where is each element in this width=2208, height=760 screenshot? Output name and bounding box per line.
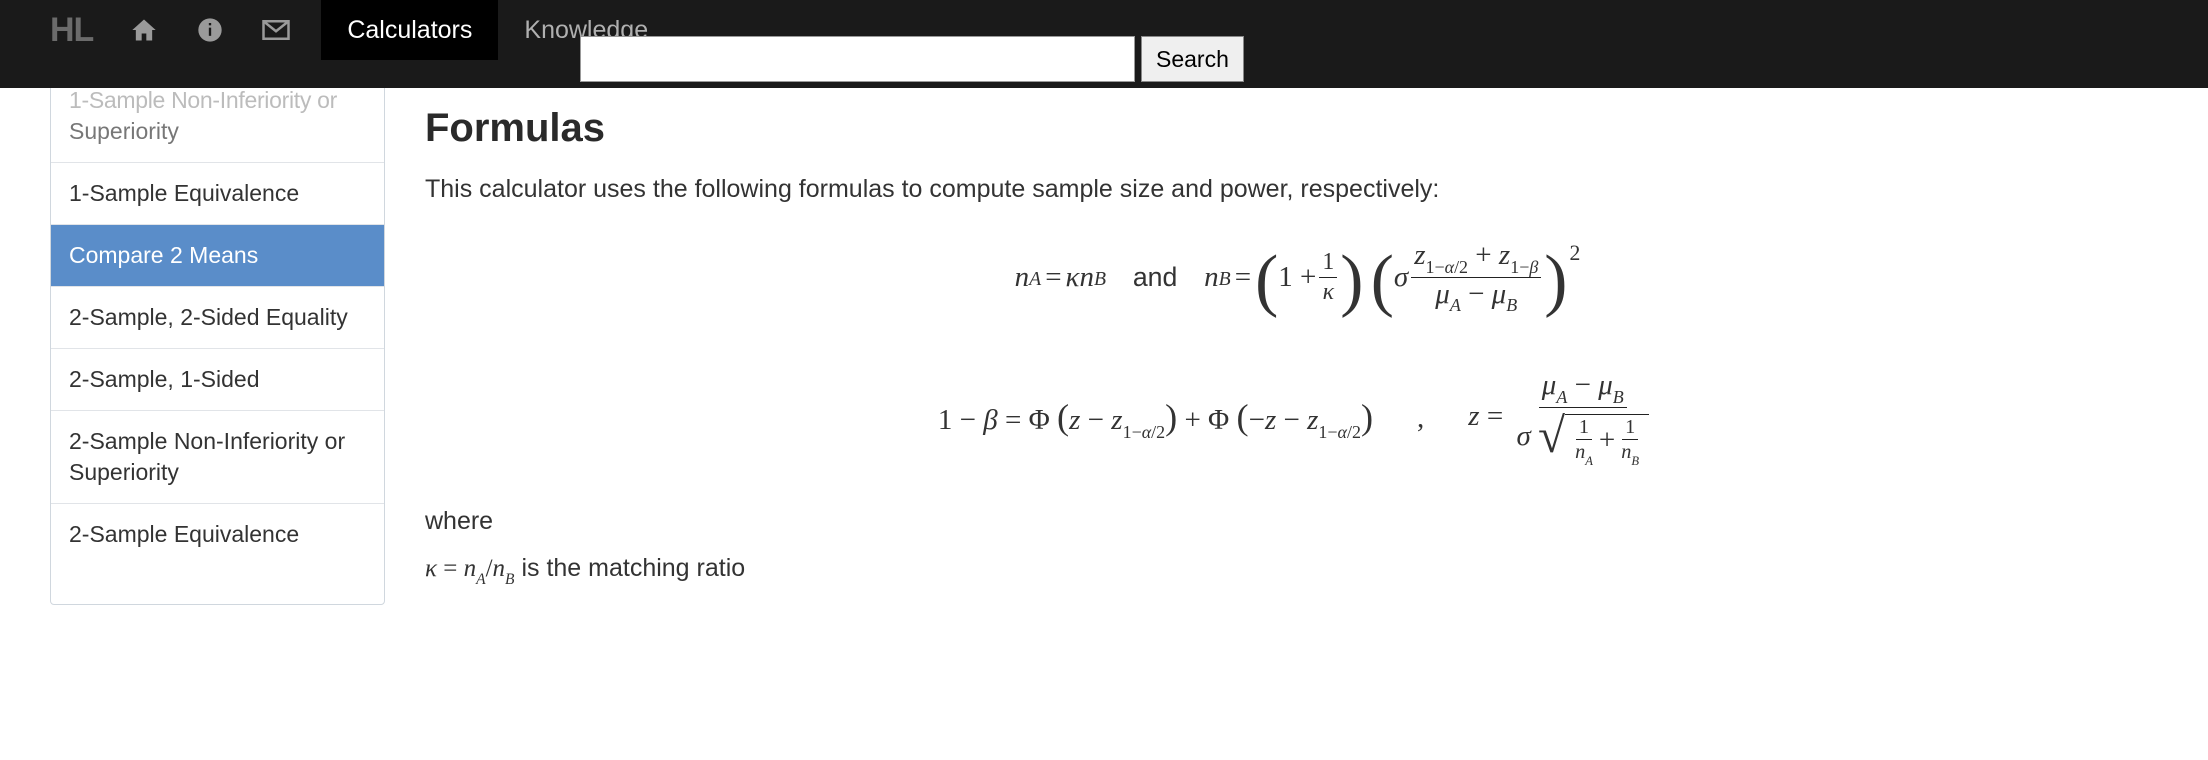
kappa-definition: κ = nA/nB is the matching ratio xyxy=(425,554,2168,587)
sidebar-item-1sample-noninferiority[interactable]: 1-Sample Non-Inferiority or Superiority xyxy=(51,83,384,163)
sidebar-item-2sample-1sided[interactable]: 2-Sample, 1-Sided xyxy=(51,349,384,411)
topbar-icon-group: HL xyxy=(50,0,291,60)
mail-icon[interactable] xyxy=(261,15,291,45)
page-title: Formulas xyxy=(425,106,2168,151)
tab-calculators[interactable]: Calculators xyxy=(321,0,498,60)
sidebar-item-label: 1-Sample Equivalence xyxy=(69,180,299,206)
search-input[interactable] xyxy=(580,36,1135,82)
intro-text: This calculator uses the following formu… xyxy=(425,175,2168,204)
search-form: Search xyxy=(580,36,1244,82)
info-icon[interactable] xyxy=(195,15,225,45)
sidebar-item-label: Compare 2 Means xyxy=(69,242,258,268)
sidebar-item-2sample-2sided[interactable]: 2-Sample, 2-Sided Equality xyxy=(51,287,384,349)
home-icon[interactable] xyxy=(129,15,159,45)
sidebar-item-label: 2-Sample Non-Inferiority or Superiority xyxy=(69,428,345,485)
sidebar-item-label: 2-Sample, 2-Sided Equality xyxy=(69,304,348,330)
sidebar-item-2sample-noninferiority[interactable]: 2-Sample Non-Inferiority or Superiority xyxy=(51,411,384,504)
formula-power: 1 − β = Φ (z − z1−α/2) + Φ (−z − z1−α/2)… xyxy=(425,370,2168,467)
site-logo[interactable]: HL xyxy=(50,11,93,50)
sidebar-item-label: 1-Sample Non-Inferiority or xyxy=(69,87,337,113)
top-navigation-bar: HL Calculators Knowledge Search xyxy=(0,0,2208,88)
sidebar-item-label: Superiority xyxy=(69,118,179,144)
main-content: Formulas This calculator uses the follow… xyxy=(385,88,2208,605)
sidebar-item-1sample-equivalence[interactable]: 1-Sample Equivalence xyxy=(51,163,384,225)
where-label: where xyxy=(425,507,2168,536)
search-button[interactable]: Search xyxy=(1141,36,1244,82)
sidebar-item-2sample-equivalence[interactable]: 2-Sample Equivalence xyxy=(51,504,384,565)
sidebar-item-label: 2-Sample Equivalence xyxy=(69,521,299,547)
sidebar-item-compare-2-means[interactable]: Compare 2 Means xyxy=(51,225,384,287)
where-block: where κ = nA/nB is the matching ratio xyxy=(425,507,2168,587)
sidebar-nav: 1-Sample Non-Inferiority or Superiority … xyxy=(50,82,385,605)
sidebar-item-label: 2-Sample, 1-Sided xyxy=(69,366,260,392)
formula-sample-size: nA = κnB and nB = ( 1 + 1κ ) ( σ z1−α/2 … xyxy=(425,240,2168,314)
